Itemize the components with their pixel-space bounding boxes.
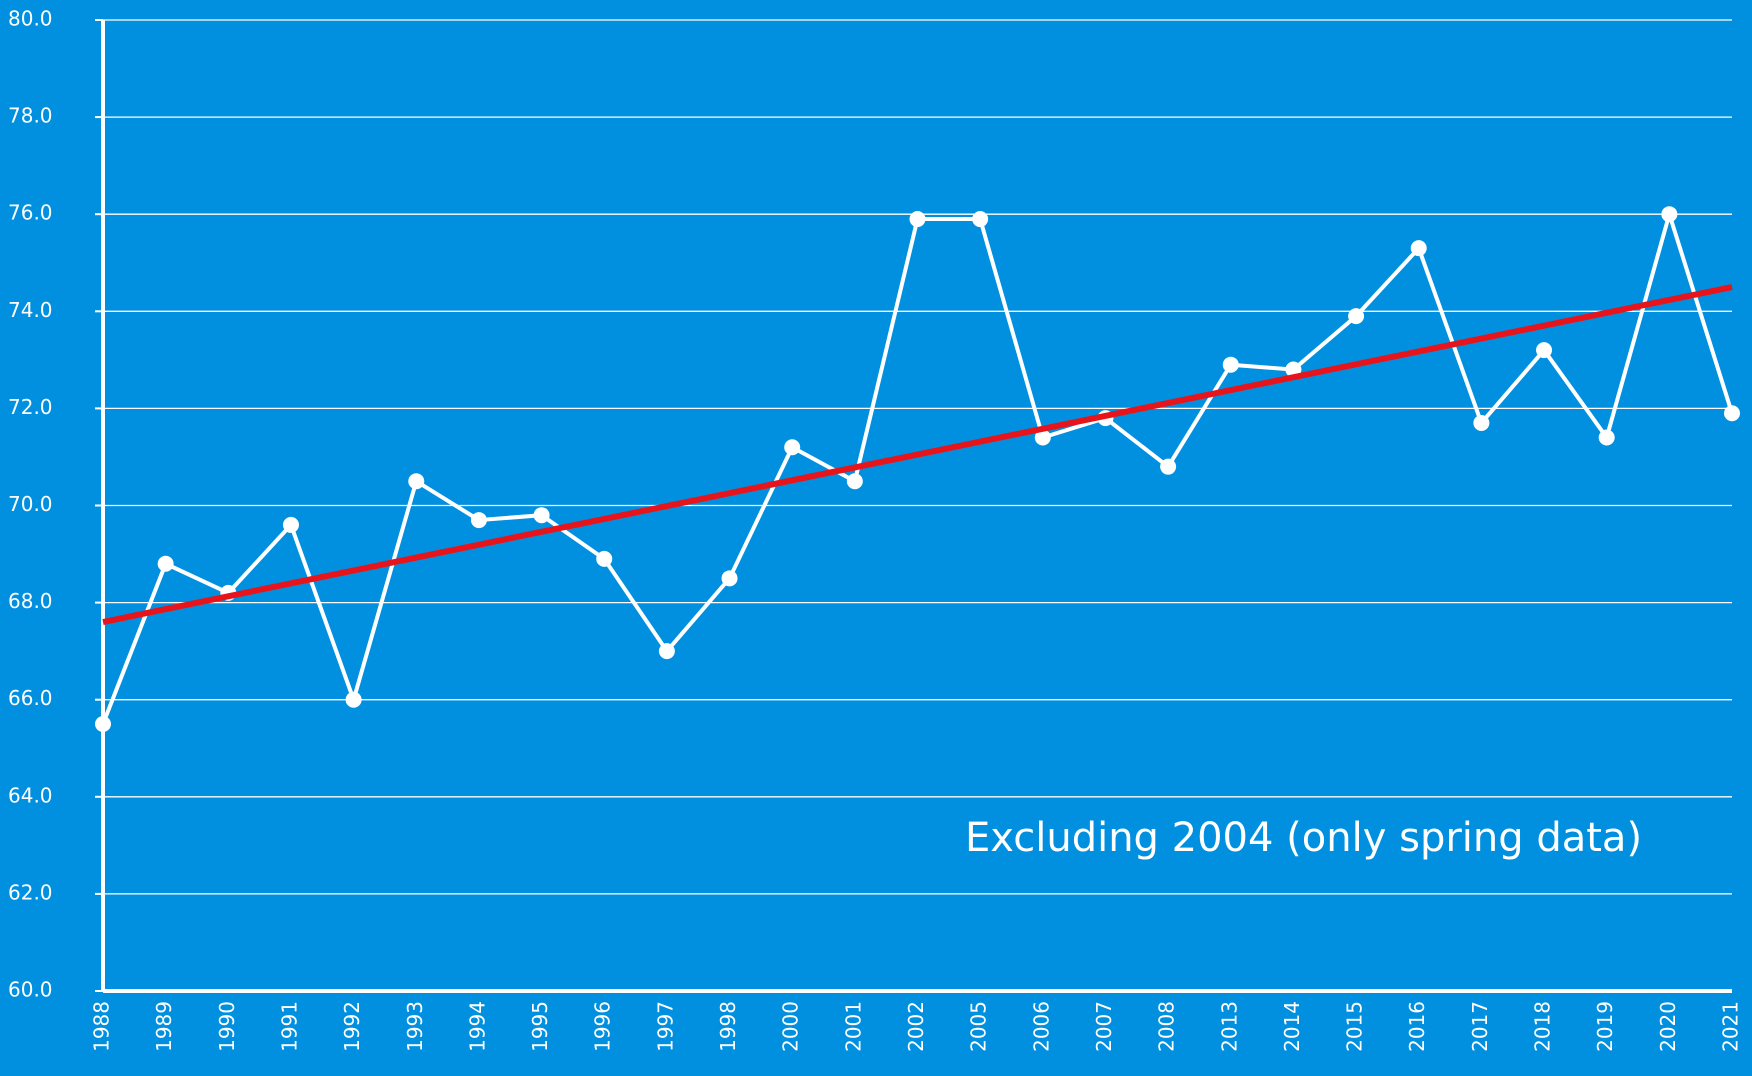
data-point [1724,405,1740,422]
x-tick-label: 2016 [1405,1001,1429,1052]
x-tick-label: 2014 [1280,1001,1304,1052]
data-point [1473,414,1490,431]
x-tick-label: 1992 [340,1001,364,1052]
y-tick-label: 68.0 [8,589,53,613]
y-tick-label: 62.0 [8,880,53,904]
data-point [533,507,550,524]
x-tick-label: 2021 [1719,1001,1743,1052]
y-tick-label: 64.0 [8,783,53,807]
y-tick-label: 74.0 [8,298,53,322]
x-tick-label: 2020 [1656,1001,1680,1052]
x-tick-label: 2013 [1217,1001,1241,1052]
x-tick-label: 1994 [465,1001,489,1052]
x-tick-label: 2002 [904,1001,928,1052]
x-tick-label: 2018 [1531,1001,1555,1052]
data-point [408,473,425,490]
data-point [596,550,613,567]
data-point [1160,458,1177,475]
x-tick-label: 1998 [716,1001,740,1052]
x-tick-label: 1988 [90,1001,114,1052]
annotation: Excluding 2004 (only spring data) [965,815,1642,861]
y-tick-label: 70.0 [8,492,53,516]
x-tick-label: 1997 [653,1001,677,1052]
data-point [95,715,111,732]
data-point [909,211,926,228]
x-tick-label: 2017 [1468,1001,1492,1052]
x-tick-label: 2006 [1029,1001,1053,1052]
data-point [1598,429,1615,446]
x-tick-label: 2015 [1343,1001,1367,1052]
x-tick-label: 2007 [1092,1001,1116,1052]
x-tick-label: 1991 [277,1001,301,1052]
data-point [1348,308,1365,325]
x-tick-label: 1989 [152,1001,176,1052]
y-tick-label: 76.0 [8,201,53,225]
x-tick-label: 2005 [967,1001,991,1052]
data-point [1034,429,1051,446]
data-point [721,570,738,587]
y-tick-label: 80.0 [8,7,53,31]
data-point [345,691,362,708]
data-point [1222,356,1239,373]
x-tick-label: 2008 [1155,1001,1179,1052]
x-tick-label: 2001 [841,1001,865,1052]
data-point [1661,206,1678,223]
data-point [157,555,174,572]
data-point [658,643,675,660]
x-tick-label: 1996 [591,1001,615,1052]
x-tick-label: 1990 [215,1001,239,1052]
x-tick-label: 1993 [403,1001,427,1052]
data-point [972,211,989,228]
y-tick-label: 66.0 [8,686,53,710]
data-point [846,473,863,490]
data-point [784,439,801,456]
data-point [470,512,487,529]
y-tick-label: 72.0 [8,395,53,419]
data-point [1410,240,1427,257]
x-tick-label: 2019 [1593,1001,1617,1052]
x-tick-label: 1995 [528,1001,552,1052]
y-tick-label: 60.0 [8,978,53,1002]
x-tick-label: 2000 [779,1001,803,1052]
trend-line [102,284,1733,625]
data-point [282,516,299,533]
data-point [1536,342,1553,359]
y-tick-label: 78.0 [8,104,53,128]
